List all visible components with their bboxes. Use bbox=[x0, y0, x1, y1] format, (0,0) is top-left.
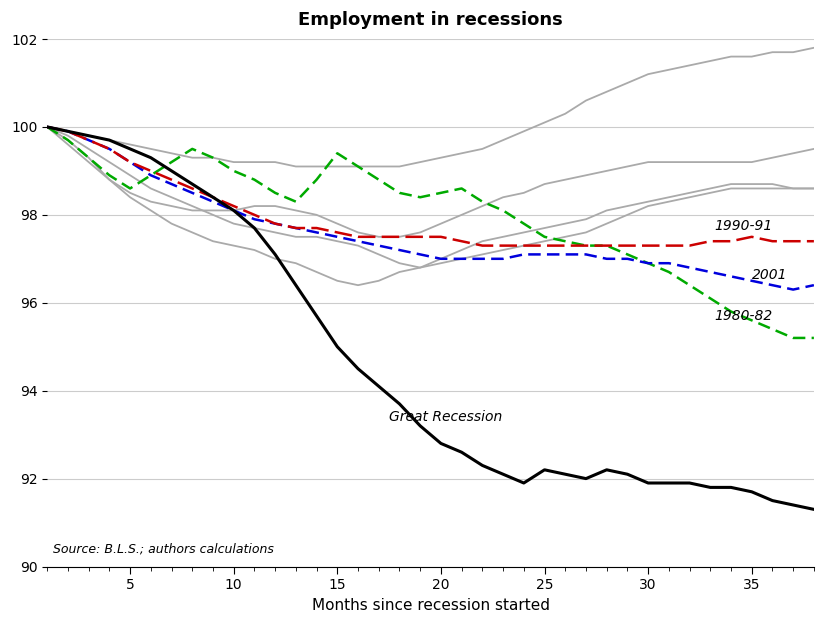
Title: Employment in recessions: Employment in recessions bbox=[298, 11, 563, 29]
Text: Great Recession: Great Recession bbox=[389, 411, 502, 424]
Text: 1980-82: 1980-82 bbox=[714, 310, 773, 323]
Text: 2001: 2001 bbox=[752, 268, 787, 281]
Text: 1990-91: 1990-91 bbox=[714, 219, 773, 233]
Text: Source: B.L.S.; authors calculations: Source: B.L.S.; authors calculations bbox=[54, 542, 274, 555]
X-axis label: Months since recession started: Months since recession started bbox=[312, 598, 549, 613]
